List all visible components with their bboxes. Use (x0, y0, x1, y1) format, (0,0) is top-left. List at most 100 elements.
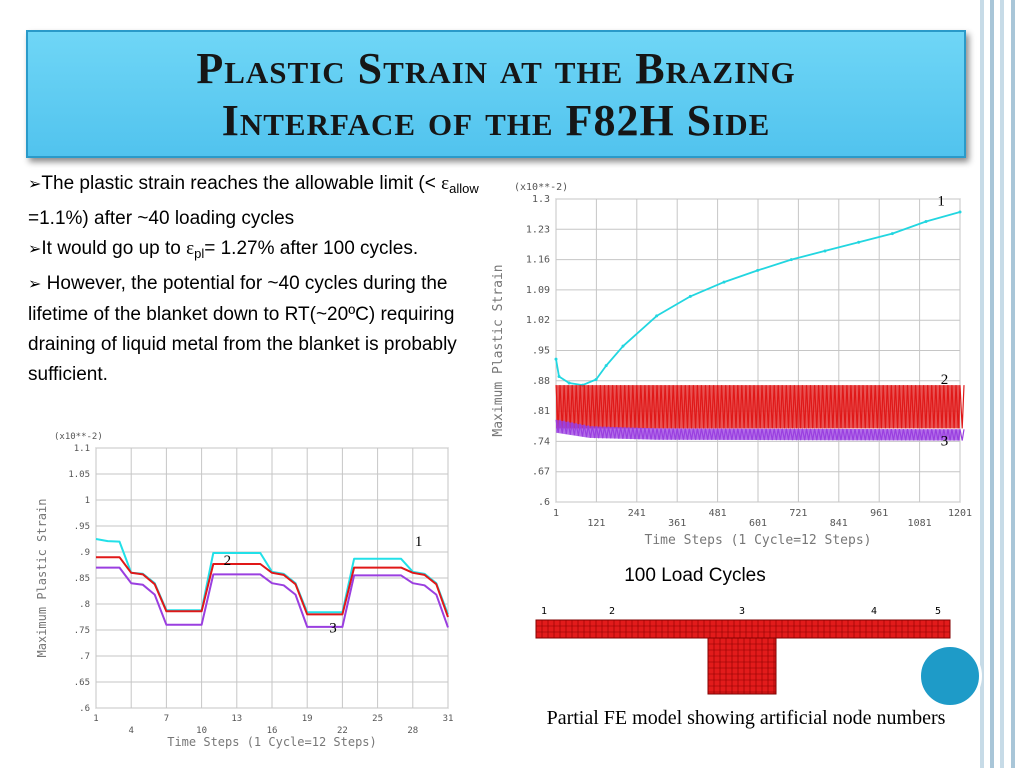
series-annotation: 2 (941, 372, 949, 388)
x-tick-label: 361 (668, 518, 686, 529)
y-tick-label: .95 (532, 346, 550, 357)
deco-bar (990, 0, 994, 768)
y-tick-label: 1.1 (74, 444, 90, 454)
series-band (555, 385, 965, 429)
y-tick-label: .85 (74, 574, 90, 584)
y-tick-label: 1.02 (526, 315, 550, 326)
x-axis-label: Time Steps (1 Cycle=12 Steps) (645, 533, 872, 548)
data-point (722, 280, 726, 284)
title-banner: Plastic Strain at the Brazing Interface … (26, 30, 966, 158)
scale-label: (x10**-2) (54, 432, 103, 442)
bullet-marker-icon: ➢ (28, 241, 42, 258)
data-point (823, 249, 827, 253)
fe-model-caption: Partial FE model showing artificial node… (546, 707, 946, 729)
epsilon-subscript: pl (194, 246, 205, 261)
epsilon-symbol: ε (441, 173, 450, 194)
x-tick-label: 31 (443, 714, 454, 724)
y-tick-label: .88 (532, 376, 550, 387)
fe-model-mesh: 1 2 3 4 5 (528, 602, 956, 698)
bullet-3-text: However, the potential for ~40 cycles du… (28, 273, 457, 385)
data-point (554, 357, 558, 361)
y-tick-label: .81 (532, 406, 550, 417)
x-tick-label: 19 (302, 714, 313, 724)
x-tick-label: 841 (830, 518, 848, 529)
bullet-2: ➢It would go up to εpl= 1.27% after 100 … (28, 234, 496, 269)
data-point (604, 364, 608, 368)
x-tick-label: 10 (196, 726, 207, 736)
y-tick-label: .67 (532, 467, 550, 478)
x-tick-label: 121 (587, 518, 605, 529)
y-tick-label: 1.23 (526, 224, 550, 235)
x-tick-label: 25 (372, 714, 383, 724)
slide-title-line-2: Interface of the F82H Side (221, 96, 771, 145)
x-tick-label: 961 (870, 508, 888, 519)
bullet-2-after: = 1.27% after 100 cycles. (204, 238, 419, 259)
bullet-marker-icon: ➢ (28, 176, 42, 193)
x-tick-label: 4 (128, 726, 133, 736)
x-tick-label: 481 (709, 508, 727, 519)
data-point (688, 294, 692, 298)
node-number-label: 3 (739, 606, 745, 617)
x-tick-label: 1 (553, 508, 559, 519)
data-point (655, 314, 659, 318)
x-axis-label: Time Steps (1 Cycle=12 Steps) (167, 735, 377, 749)
x-tick-label: 1081 (908, 518, 932, 529)
node-number-label: 1 (541, 606, 547, 617)
x-tick-label: 1201 (948, 508, 972, 519)
y-tick-label: 1 (85, 496, 90, 506)
data-point (567, 381, 571, 385)
y-tick-label: .74 (532, 436, 550, 447)
x-tick-label: 13 (231, 714, 242, 724)
data-point (857, 240, 861, 244)
chart-100-cycles: .6.67.74.81.88.951.021.091.161.231.31121… (486, 172, 978, 558)
series-band-oscillation (555, 419, 965, 441)
series-annotation: 1 (937, 193, 945, 209)
scale-label: (x10**-2) (514, 182, 568, 193)
data-point (890, 232, 894, 236)
x-tick-label: 241 (628, 508, 646, 519)
bullet-1: ➢The plastic strain reaches the allowabl… (28, 169, 496, 234)
y-tick-label: .65 (74, 678, 90, 688)
deco-bar (980, 0, 984, 768)
y-tick-label: .7 (79, 652, 90, 662)
y-tick-label: 1.05 (68, 470, 90, 480)
y-tick-label: 1.16 (526, 255, 550, 266)
y-tick-label: .6 (538, 497, 550, 508)
data-point (789, 258, 793, 262)
x-tick-label: 601 (749, 518, 767, 529)
bullet-3: ➢ However, the potential for ~40 cycles … (28, 269, 496, 390)
bullet-1-text: The plastic strain reaches the allowable… (41, 173, 442, 194)
x-tick-label: 28 (407, 726, 418, 736)
y-axis-label: Maximum Plastic Strain (35, 499, 49, 658)
y-tick-label: 1.3 (532, 194, 550, 205)
load-cycles-caption: 100 Load Cycles (624, 565, 766, 586)
slide-title-line-1: Plastic Strain at the Brazing (196, 44, 796, 93)
x-tick-label: 7 (164, 714, 169, 724)
data-point (594, 378, 598, 382)
series-annotation: 3 (329, 621, 337, 637)
data-point (557, 374, 561, 378)
node-number-label: 4 (871, 606, 877, 617)
series-band (555, 419, 965, 441)
x-tick-label: 721 (789, 508, 807, 519)
node-number-label: 2 (609, 606, 615, 617)
bullet-marker-icon: ➢ (28, 276, 42, 293)
bullet-2-text: It would go up to (41, 238, 187, 259)
y-tick-label: .75 (74, 626, 90, 636)
data-point (924, 220, 928, 224)
bullet-1-after: =1.1%) after ~40 loading cycles (28, 208, 295, 229)
deco-bar (1011, 0, 1015, 768)
bullet-list: ➢The plastic strain reaches the allowabl… (28, 169, 496, 390)
x-tick-label: 22 (337, 726, 348, 736)
series-annotation: 2 (224, 553, 232, 569)
data-point (958, 210, 962, 214)
mesh-flange (535, 619, 951, 639)
series-annotation: 1 (415, 534, 423, 550)
y-tick-label: .95 (74, 522, 90, 532)
data-point (756, 268, 760, 272)
data-point (621, 344, 625, 348)
y-tick-label: .6 (79, 704, 90, 714)
x-tick-label: 16 (267, 726, 278, 736)
mesh-stem (707, 637, 777, 695)
epsilon-subscript: allow (449, 181, 479, 196)
